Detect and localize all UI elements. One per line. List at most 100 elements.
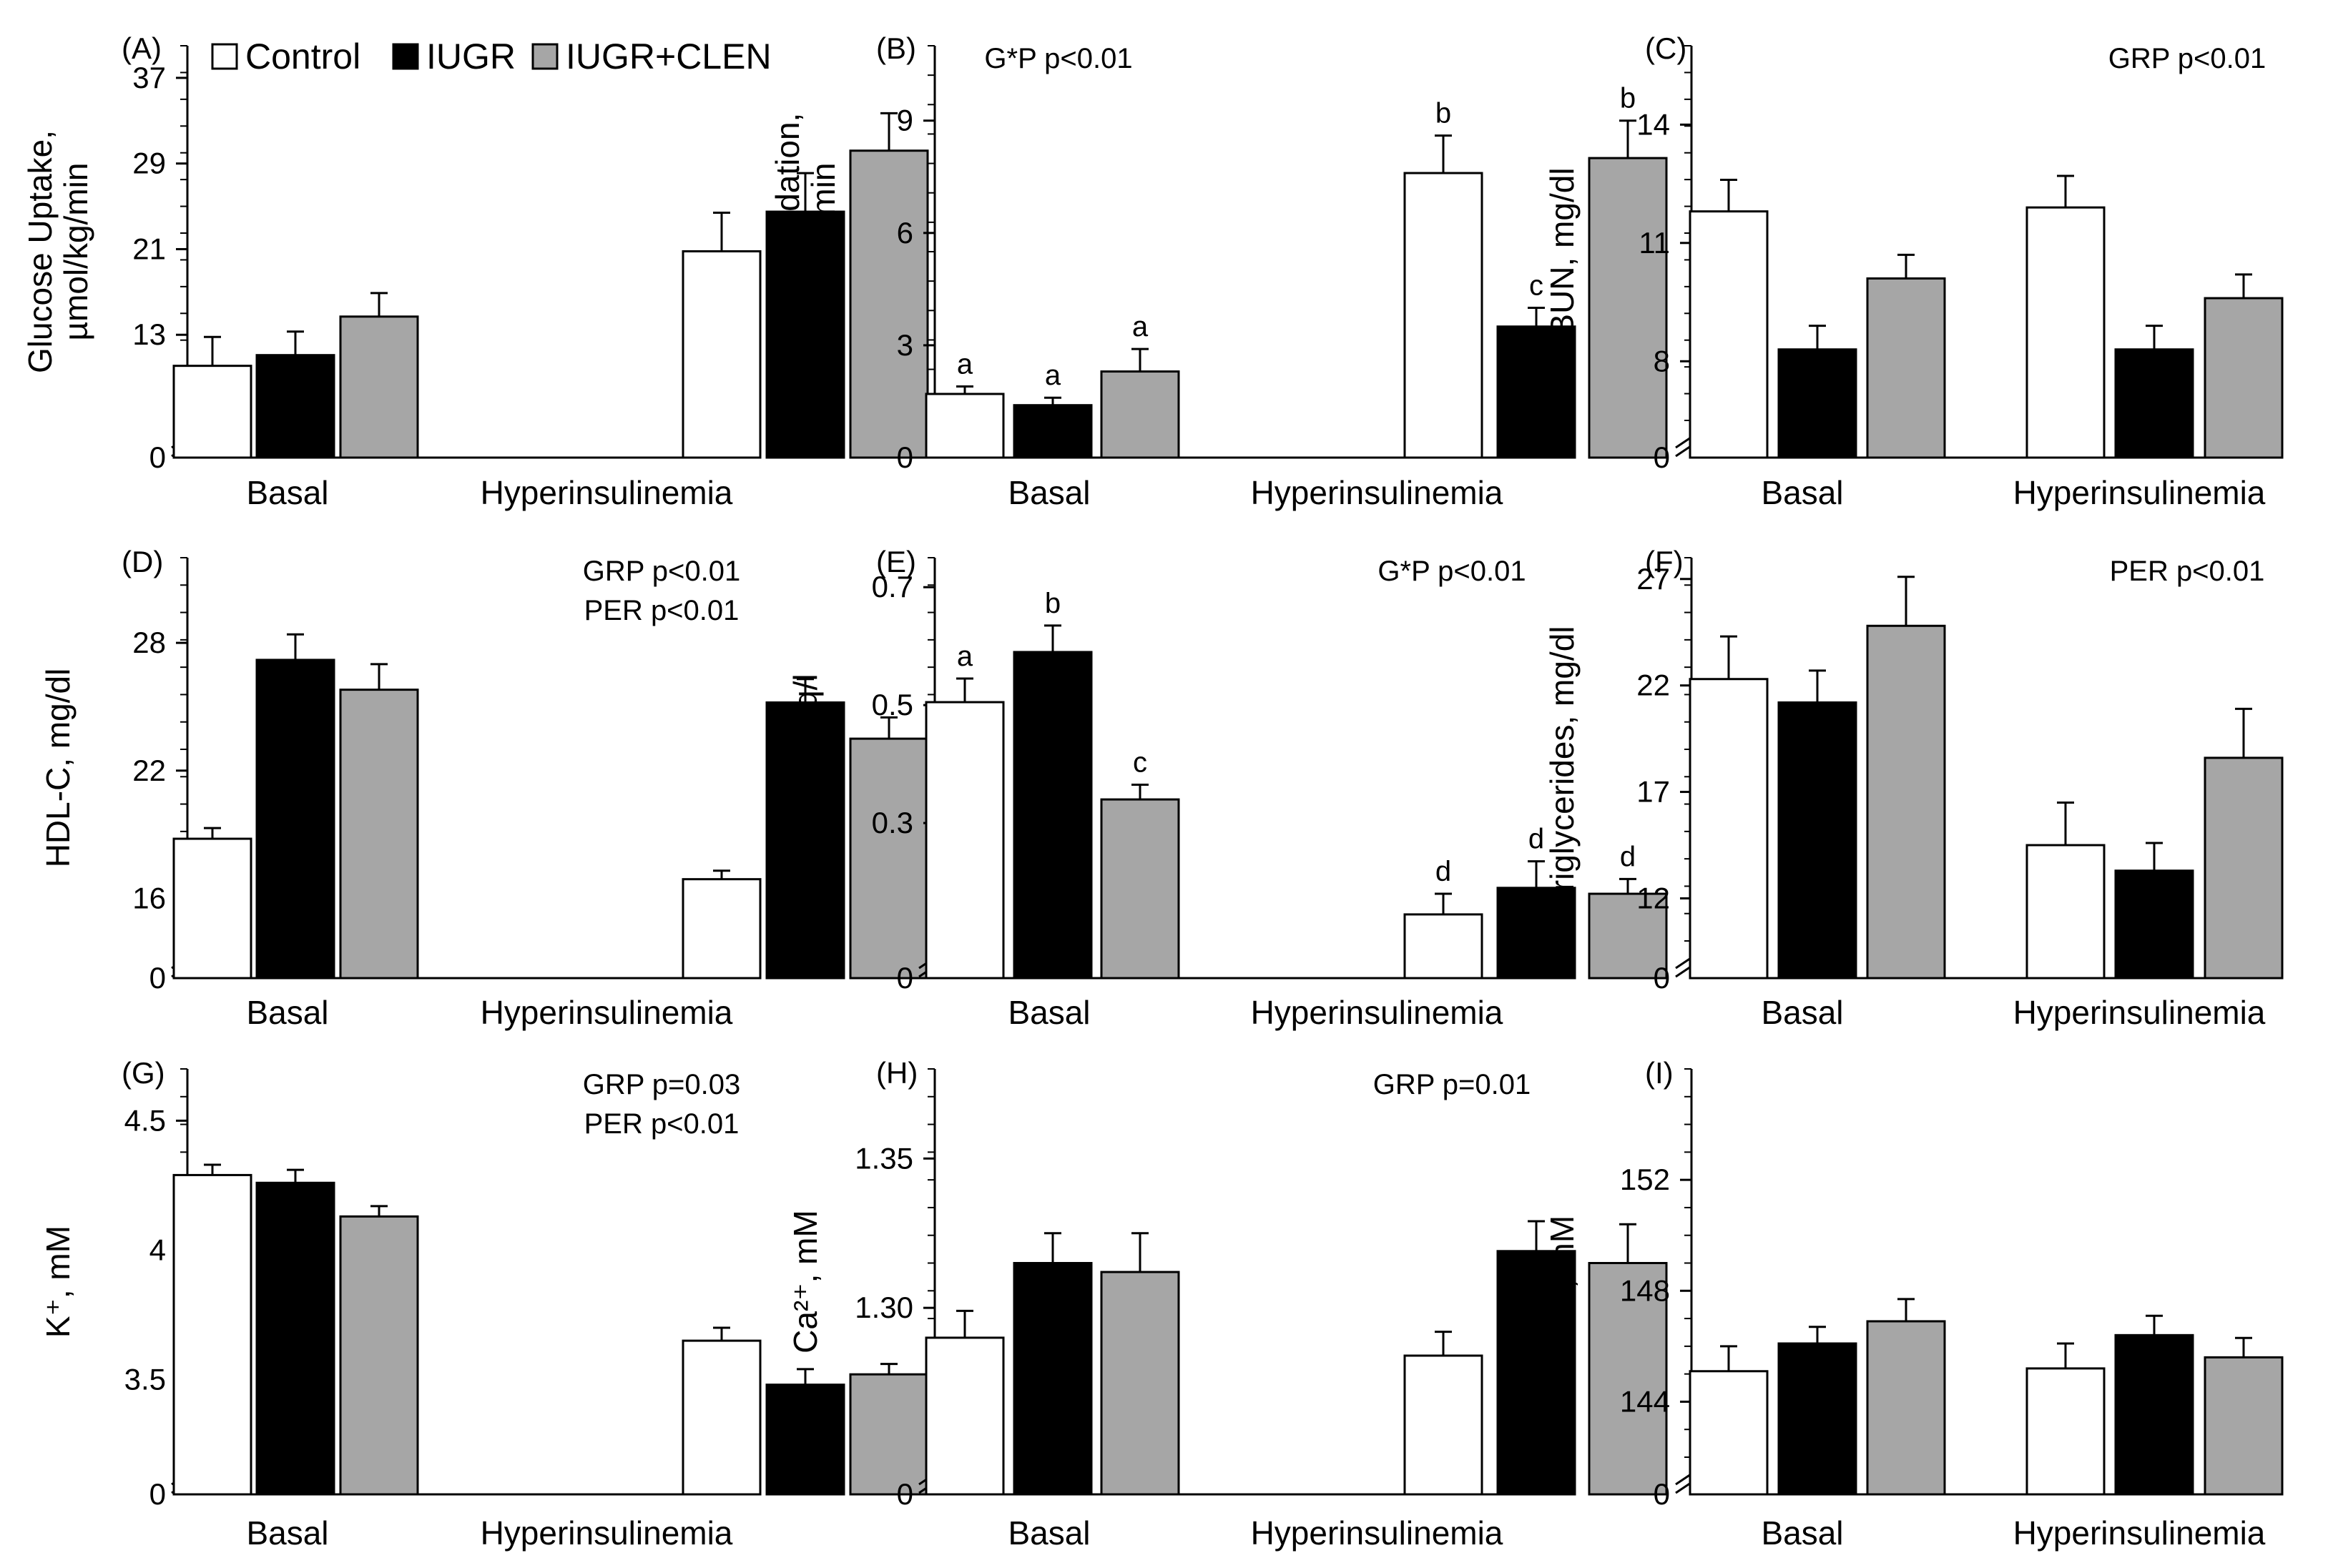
- bar-iugr-clen-hyperinsulinemia: [2204, 756, 2284, 980]
- bar-iugr-clen-hyperinsulinemia: [1588, 892, 1668, 980]
- bar-iugr-clen-basal: [1866, 1320, 1946, 1496]
- x-category-label: Hyperinsulinemia: [481, 994, 733, 1031]
- y-axis-title: Glucose Uptake,: [21, 130, 59, 373]
- y-tick-label: 6: [897, 216, 913, 250]
- y-tick-label: 21: [132, 232, 166, 265]
- bar-iugr-hyperinsulinemia: [1496, 1250, 1576, 1496]
- bar-iugr-clen-basal: [1866, 624, 1946, 980]
- stat-annotation: PER p<0.01: [584, 595, 740, 626]
- bar-iugr-hyperinsulinemia: [1496, 887, 1576, 980]
- y-tick-label: 22: [132, 754, 166, 787]
- bar-iugr-clen-hyperinsulinemia: [849, 149, 929, 459]
- bar-control-basal: [172, 1173, 252, 1496]
- stat-annotation: PER p<0.01: [2110, 556, 2265, 587]
- bar-iugr-clen-basal: [1100, 798, 1180, 980]
- significance-letter: d: [1620, 841, 1636, 872]
- y-axis-title: µmol/kg/min: [805, 163, 842, 341]
- bar-iugr-clen-hyperinsulinemia: [1588, 157, 1668, 459]
- bar-control-basal: [1689, 1370, 1769, 1496]
- bar-iugr-clen-basal: [339, 1215, 419, 1496]
- bar-iugr-basal: [1777, 701, 1857, 980]
- significance-letter: a: [1045, 360, 1061, 391]
- bar-iugr-clen-hyperinsulinemia: [2204, 297, 2284, 459]
- significance-letter: c: [1529, 270, 1543, 302]
- legend: Control IUGR IUGR+CLEN: [211, 36, 772, 77]
- y-tick-label: 37: [132, 61, 166, 94]
- y-tick-label: 1.30: [855, 1291, 913, 1324]
- y-tick-label: 8: [1654, 344, 1670, 378]
- y-tick-label: 4.5: [124, 1103, 166, 1137]
- chart-panel-7: 0 1.30 1.35 Ca²⁺, mM Basal Hyperinsulinemia (H…: [787, 1056, 1668, 1552]
- bar-control-hyperinsulinemia: [1403, 172, 1483, 459]
- y-tick-label: 29: [132, 147, 166, 180]
- y-tick-label: 0: [149, 1477, 166, 1511]
- stat-annotation: G*P p<0.01: [1377, 556, 1526, 587]
- bar-iugr-hyperinsulinemia: [765, 210, 845, 459]
- bar-iugr-basal: [1013, 651, 1093, 980]
- y-tick-label: 17: [1636, 775, 1670, 809]
- x-category-label: Hyperinsulinemia: [1251, 1514, 1503, 1552]
- bar-iugr-clen-basal: [1866, 277, 1946, 459]
- y-axis-title: µmol/kg/min: [57, 163, 94, 341]
- bar-iugr-basal: [1777, 1342, 1857, 1496]
- legend-swatch: [211, 43, 238, 70]
- bar-iugr-clen-hyperinsulinemia: [1588, 1262, 1668, 1496]
- bar-control-hyperinsulinemia: [682, 1339, 762, 1496]
- x-category-label: Basal: [1761, 474, 1843, 511]
- bar-control-hyperinsulinemia: [2025, 1367, 2106, 1496]
- stat-annotation: GRP p<0.01: [2108, 43, 2266, 74]
- x-category-label: Hyperinsulinemia: [481, 474, 733, 511]
- y-tick-label: 3.5: [124, 1362, 166, 1396]
- bar-iugr-clen-basal: [339, 689, 419, 980]
- panel-label: (F): [1645, 545, 1684, 578]
- x-category-label: Basal: [1008, 994, 1090, 1031]
- significance-letter: b: [1620, 83, 1636, 114]
- y-axis-title: NEFA, mEq/l: [787, 674, 824, 862]
- x-category-label: Basal: [1008, 474, 1090, 511]
- y-axis-title: K⁺, mM: [39, 1226, 77, 1338]
- y-tick-label: 0.3: [872, 806, 913, 839]
- chart-panel-2: 0 8 11 14 BUN, mg/dl Basal Hyperinsulinemia (C)…: [1543, 31, 2284, 511]
- bar-control-hyperinsulinemia: [1403, 913, 1483, 980]
- significance-letter: a: [957, 641, 973, 672]
- panel-label: (C): [1645, 31, 1686, 65]
- y-tick-label: 0: [1654, 440, 1670, 474]
- panel-label: (H): [876, 1056, 918, 1090]
- y-tick-label: 148: [1620, 1273, 1670, 1307]
- bar-control-hyperinsulinemia: [2025, 844, 2106, 980]
- y-tick-label: 4: [149, 1233, 166, 1266]
- y-tick-label: 0: [1654, 961, 1670, 995]
- significance-letter: d: [1435, 856, 1451, 887]
- bar-iugr-clen-basal: [1100, 370, 1180, 459]
- y-axis-title: Glucose Oxidation,: [769, 113, 806, 391]
- bar-iugr-basal: [1777, 348, 1857, 459]
- bar-control-basal: [925, 1336, 1005, 1496]
- bar-iugr-hyperinsulinemia: [765, 701, 845, 980]
- bar-iugr-clen-hyperinsulinemia: [2204, 1356, 2284, 1496]
- y-tick-label: 0: [149, 961, 166, 995]
- y-tick-label: 0: [149, 440, 166, 474]
- bar-iugr-clen-basal: [339, 315, 419, 459]
- bar-control-basal: [172, 365, 252, 459]
- significance-letter: a: [957, 349, 973, 380]
- chart-panel-6: 0 3.5 4 4.5 K⁺, mM Basal Hyperinsulinemia (G) GR…: [39, 1056, 929, 1552]
- y-tick-label: 22: [1636, 669, 1670, 702]
- y-axis-title: HDL-C, mg/dl: [39, 669, 77, 868]
- bar-iugr-hyperinsulinemia: [2114, 869, 2194, 980]
- legend-swatch: [531, 43, 559, 70]
- x-category-label: Hyperinsulinemia: [2013, 474, 2266, 511]
- legend-label: Control: [245, 36, 360, 77]
- significance-letter: d: [1528, 824, 1544, 855]
- legend-label: IUGR+CLEN: [566, 36, 772, 77]
- y-tick-label: 14: [1636, 107, 1670, 141]
- y-tick-label: 144: [1620, 1384, 1670, 1418]
- legend-label: IUGR: [426, 36, 516, 77]
- y-tick-label: 0.7: [872, 570, 913, 603]
- bar-control-hyperinsulinemia: [682, 878, 762, 980]
- x-category-label: Basal: [1761, 1514, 1843, 1552]
- bar-control-hyperinsulinemia: [682, 250, 762, 459]
- bar-control-basal: [1689, 210, 1769, 459]
- y-tick-label: 0: [897, 1477, 913, 1511]
- bar-iugr-hyperinsulinemia: [765, 1384, 845, 1496]
- bar-iugr-hyperinsulinemia: [2114, 348, 2194, 459]
